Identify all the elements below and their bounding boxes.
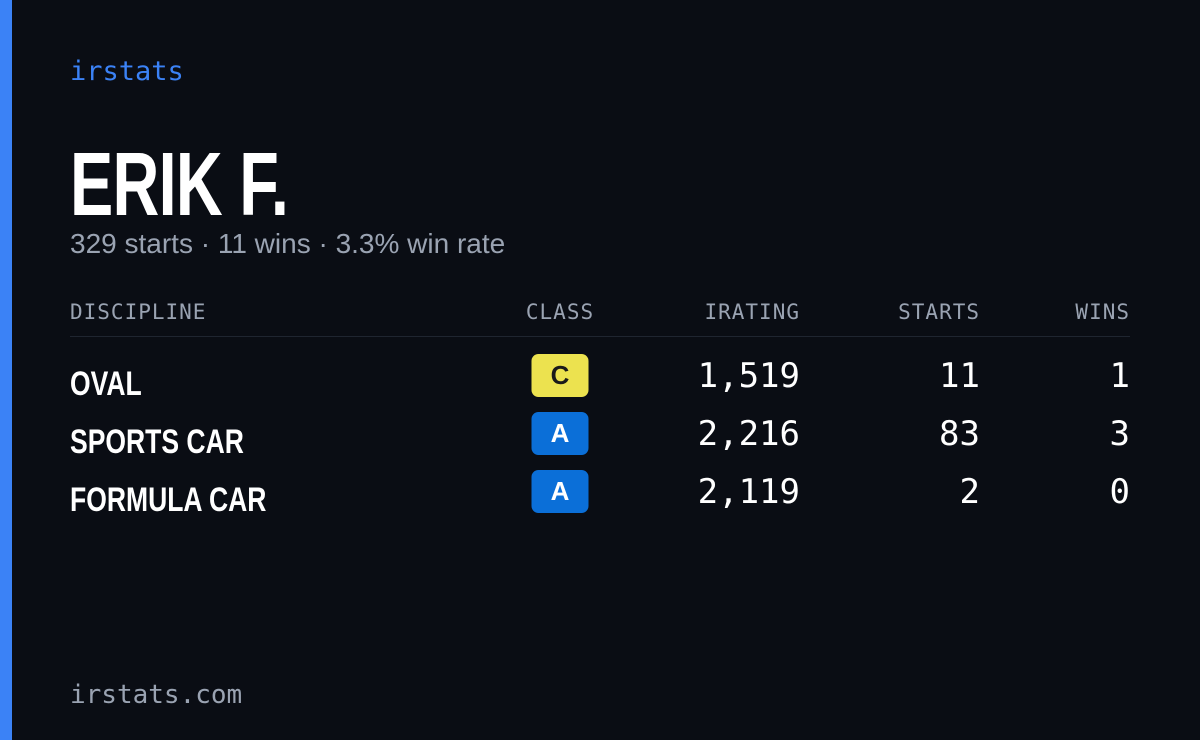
discipline: FORMULA CAR <box>70 481 267 519</box>
cell-value: 1 <box>1109 356 1130 396</box>
cell-value: 2,216 <box>697 414 800 454</box>
cell-value: 0 <box>1109 472 1130 512</box>
column-header: IRATING <box>704 300 800 324</box>
accent-bar <box>0 0 12 740</box>
cell-value: 83 <box>939 414 980 454</box>
class-badge: A <box>531 412 589 455</box>
brand: irstats <box>70 56 184 87</box>
driver-name: ERIK F. <box>70 135 289 235</box>
cell-value: 2,119 <box>697 472 800 512</box>
footer: irstats.com <box>70 680 243 710</box>
summary: 329 starts · 11 wins · 3.3% win rate <box>70 228 506 259</box>
class-badge: A <box>531 470 589 513</box>
cell-value: 11 <box>939 356 980 396</box>
column-header: WINS <box>1075 300 1130 324</box>
header-rule <box>70 336 1130 337</box>
cell-value: 3 <box>1109 414 1130 454</box>
discipline: OVAL <box>70 365 142 403</box>
class-badge: C <box>531 354 589 397</box>
column-header: DISCIPLINE <box>70 300 207 324</box>
discipline: SPORTS CAR <box>70 423 244 461</box>
column-header: STARTS <box>898 300 980 324</box>
cell-value: 2 <box>959 472 980 512</box>
column-header: CLASS <box>525 300 595 324</box>
cell-value: 1,519 <box>697 356 800 396</box>
